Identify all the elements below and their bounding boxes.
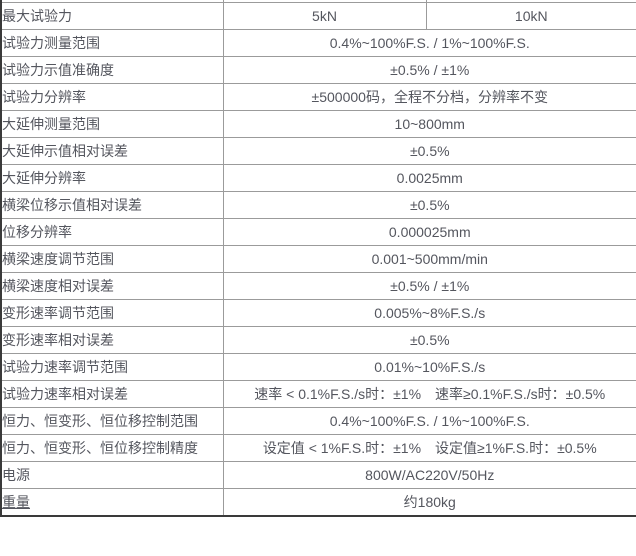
table-row: 横梁速度调节范围 0.001~500mm/min — [0, 245, 636, 273]
table-row: 电源 800W/AC220V/50Hz — [0, 461, 636, 489]
spec-value-cell: 设定值 < 1%F.S.时：±1% 设定值≥1%F.S.时：±0.5% — [222, 434, 636, 462]
spec-value-cell: 速率 < 0.1%F.S./s时：±1% 速率≥0.1%F.S./s时：±0.5… — [222, 380, 636, 408]
spec-label-cell: 大延伸分辨率 — [0, 164, 224, 192]
spec-value-cell: 0.001~500mm/min — [222, 245, 636, 273]
table-row: 变形速率调节范围 0.005%~8%F.S./s — [0, 299, 636, 327]
spec-label-link[interactable]: 重量 — [0, 488, 224, 517]
table-row: 试验力速率调节范围 0.01%~10%F.S./s — [0, 353, 636, 381]
spec-value-cell: ±0.5% — [222, 326, 636, 354]
spec-label-cell: 试验力速率相对误差 — [0, 380, 224, 408]
spec-label-cell: 横梁速度相对误差 — [0, 272, 224, 300]
spec-value-cell: ±0.5% / ±1% — [222, 272, 636, 300]
spec-value-cell: ±0.5% / ±1% — [222, 56, 636, 84]
spec-label-cell: 试验力测量范围 — [0, 29, 224, 57]
spec-value-cell: 10~800mm — [222, 110, 636, 138]
spec-label-cell: 大延伸测量范围 — [0, 110, 224, 138]
spec-label-cell: 试验力分辨率 — [0, 83, 224, 111]
spec-value-cell: 800W/AC220V/50Hz — [222, 461, 636, 489]
spec-label-cell: 变形速率调节范围 — [0, 299, 224, 327]
table-row: 试验力分辨率 ±500000码，全程不分档，分辨率不变 — [0, 83, 636, 111]
spec-label-cell: 横梁位移示值相对误差 — [0, 191, 224, 219]
table-row: 重量 约180kg — [0, 488, 636, 517]
table-row: 试验力示值准确度 ±0.5% / ±1% — [0, 56, 636, 84]
spec-label-cell: 最大试验力 — [0, 2, 224, 30]
spec-value-cell: 0.4%~100%F.S. / 1%~100%F.S. — [222, 29, 636, 57]
spec-value-cell: 0.01%~10%F.S./s — [222, 353, 636, 381]
table-row: 大延伸测量范围 10~800mm — [0, 110, 636, 138]
spec-value-cell: 0.005%~8%F.S./s — [222, 299, 636, 327]
table-row: 横梁位移示值相对误差 ±0.5% — [0, 191, 636, 219]
spec-label-cell: 大延伸示值相对误差 — [0, 137, 224, 165]
spec-value-cell: 0.4%~100%F.S. / 1%~100%F.S. — [222, 407, 636, 435]
spec-value-cell: ±0.5% — [222, 137, 636, 165]
table-row: 最大试验力 5kN 10kN — [0, 2, 636, 30]
table-row: 大延伸分辨率 0.0025mm — [0, 164, 636, 192]
spec-value-cell: ±0.5% — [222, 191, 636, 219]
table-row: 位移分辨率 0.000025mm — [0, 218, 636, 246]
table-row: 试验力测量范围 0.4%~100%F.S. / 1%~100%F.S. — [0, 29, 636, 57]
spec-value-cell: 5kN — [222, 2, 427, 30]
spec-value-cell: 约180kg — [222, 488, 636, 517]
table-row: 横梁速度相对误差 ±0.5% / ±1% — [0, 272, 636, 300]
spec-value-cell: 10kN — [425, 2, 636, 30]
spec-label-cell: 电源 — [0, 461, 224, 489]
table-row: 变形速率相对误差 ±0.5% — [0, 326, 636, 354]
spec-value-cell: 0.0025mm — [222, 164, 636, 192]
spec-value-cell: 0.000025mm — [222, 218, 636, 246]
spec-value-cell: ±500000码，全程不分档，分辨率不变 — [222, 83, 636, 111]
spec-label-cell: 变形速率相对误差 — [0, 326, 224, 354]
spec-label-cell: 试验力速率调节范围 — [0, 353, 224, 381]
spec-table-body: 最大试验力 5kN 10kN 试验力测量范围 0.4%~100%F.S. / 1%~10… — [0, 0, 636, 517]
table-row: 试验力速率相对误差 速率 < 0.1%F.S./s时：±1% 速率≥0.1%F.S… — [0, 380, 636, 408]
table-row: 恒力、恒变形、恒位移控制范围 0.4%~100%F.S. / 1%~100%F.S… — [0, 407, 636, 435]
spec-table: 最大试验力 5kN 10kN 试验力测量范围 0.4%~100%F.S. / 1%~10… — [0, 0, 636, 517]
spec-label-cell: 恒力、恒变形、恒位移控制范围 — [0, 407, 224, 435]
spec-label-cell: 横梁速度调节范围 — [0, 245, 224, 273]
spec-label-cell: 位移分辨率 — [0, 218, 224, 246]
table-row: 恒力、恒变形、恒位移控制精度 设定值 < 1%F.S.时：±1% 设定值≥1%F.… — [0, 434, 636, 462]
spec-label-cell: 恒力、恒变形、恒位移控制精度 — [0, 434, 224, 462]
spec-label-cell: 试验力示值准确度 — [0, 56, 224, 84]
table-row: 大延伸示值相对误差 ±0.5% — [0, 137, 636, 165]
